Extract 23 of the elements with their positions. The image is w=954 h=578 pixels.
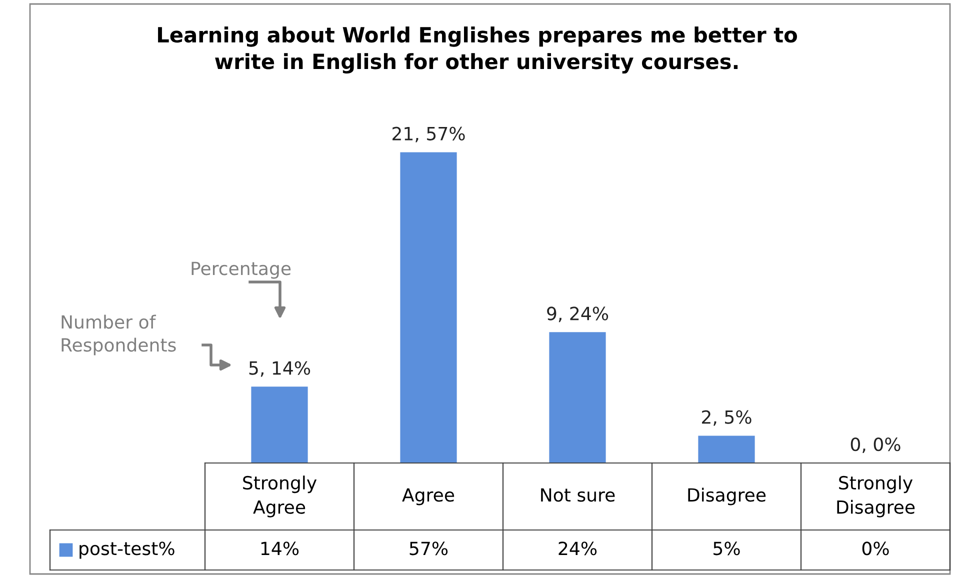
bar [698, 436, 755, 463]
bar [549, 332, 606, 463]
chart-title: Learning about World Englishes prepares me better to write in English for other university courses. [158, 26, 797, 74]
x-tick-label: Not sure [541, 488, 615, 502]
text: 57% [410, 542, 448, 556]
data-label: 9, 24% [547, 306, 608, 322]
text: 0% [862, 542, 889, 556]
data-label: 0, 0% [850, 438, 900, 454]
x-tick-label: Strongly Agree [243, 476, 317, 518]
x-tick-label: Disagree [688, 488, 766, 506]
x-tick-label: Agree [402, 488, 454, 506]
data-label: 5, 14% [249, 361, 310, 377]
text: 14% [261, 542, 299, 556]
legend-label: post-test% [80, 542, 174, 559]
text: 24% [558, 542, 597, 556]
x-tick-label: Strongly Disagree [837, 476, 915, 518]
data-label: 2, 5% [702, 410, 752, 426]
annotation: Percentage [192, 262, 291, 279]
bar [251, 386, 308, 463]
text: 5% [714, 542, 740, 556]
bar [400, 152, 457, 463]
data-label: 21, 57% [392, 126, 465, 142]
text: Number of Respondents [62, 314, 176, 356]
